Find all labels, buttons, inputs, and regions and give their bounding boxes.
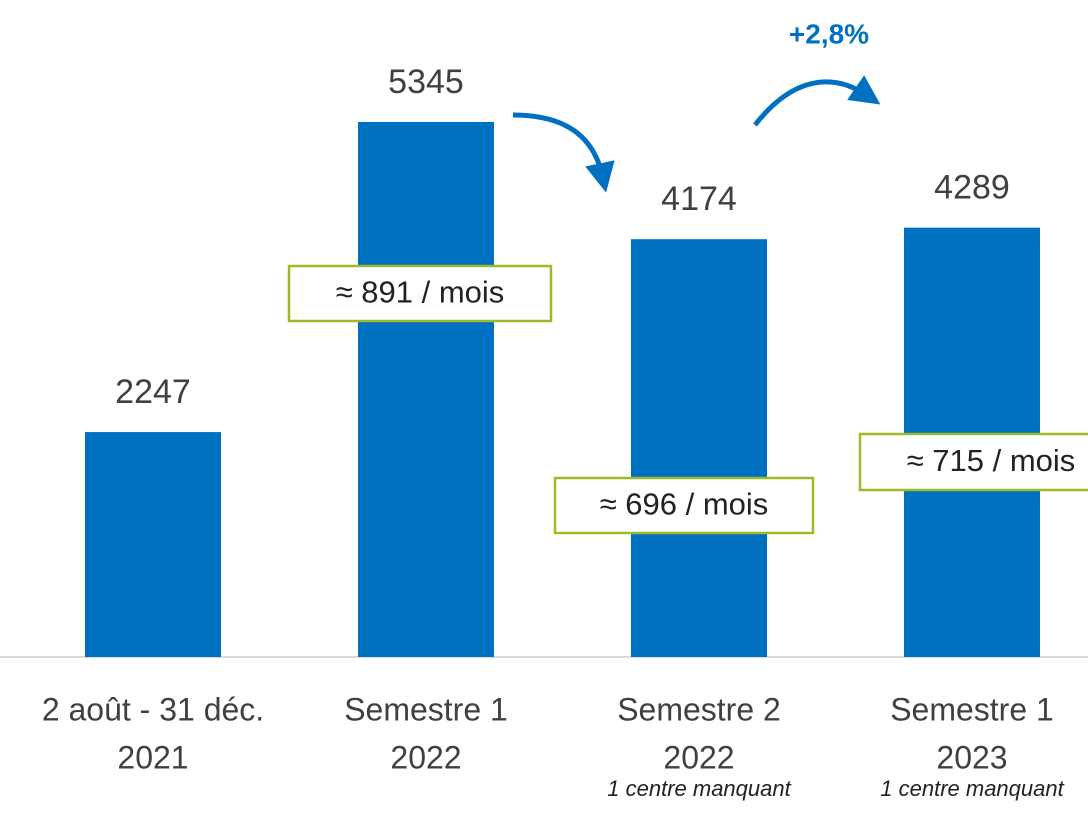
x-tick-label: Semestre 1 bbox=[344, 691, 508, 727]
value-label: 4289 bbox=[934, 169, 1010, 207]
value-label: 5345 bbox=[388, 63, 464, 101]
arrow bbox=[512, 112, 615, 193]
note: 1 centre manquant bbox=[880, 776, 1064, 801]
x-tick-label: 2 août - 31 déc. bbox=[42, 691, 264, 727]
annotation-box bbox=[858, 432, 1088, 492]
bar bbox=[358, 121, 494, 657]
x-tick-label: 2021 bbox=[117, 739, 188, 775]
value-label: 2247 bbox=[115, 373, 191, 411]
x-tick-label: Semestre 2 bbox=[617, 691, 781, 727]
annotation-box bbox=[287, 264, 553, 323]
annotation: ≈ 891 / mois bbox=[336, 275, 505, 310]
x-tick-label: 2023 bbox=[936, 739, 1007, 775]
annotation-box bbox=[553, 476, 815, 535]
x-tick-label: 2022 bbox=[390, 739, 461, 775]
arrow bbox=[753, 75, 881, 127]
annotation: ≈ 715 / mois bbox=[907, 443, 1076, 478]
value-label: 4174 bbox=[661, 180, 737, 218]
annotation: ≈ 696 / mois bbox=[600, 487, 769, 522]
x-tick-label: 2022 bbox=[663, 739, 734, 775]
x-tick-label: Semestre 1 bbox=[890, 691, 1054, 727]
bar bbox=[85, 432, 221, 657]
bar bbox=[631, 239, 767, 657]
note: 1 centre manquant bbox=[607, 776, 791, 801]
annotation: +2,8% bbox=[789, 18, 869, 49]
